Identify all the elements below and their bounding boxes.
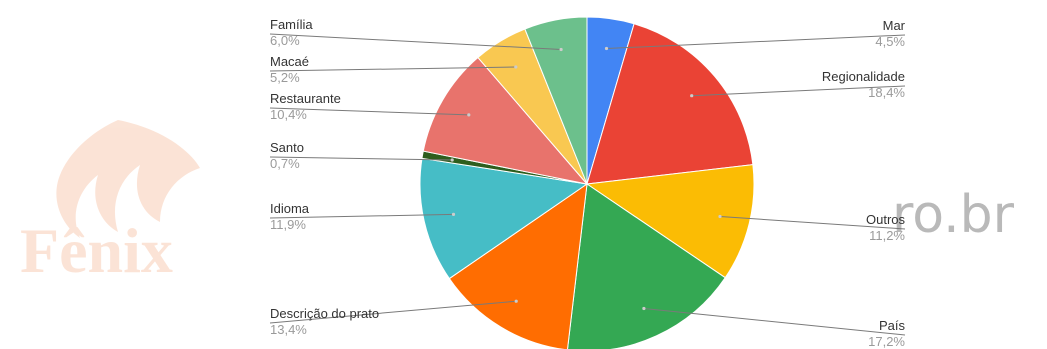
leader-anchor-familia xyxy=(559,47,563,52)
slice-value-idioma: 11,9% xyxy=(270,217,306,232)
leader-line-macae xyxy=(269,66,516,72)
slice-label-macae: Macaé xyxy=(270,54,309,69)
slice-value-outros: 11,2% xyxy=(869,228,905,243)
slice-value-mar: 4,5% xyxy=(875,34,905,49)
watermark-logo: Fênix xyxy=(20,120,200,286)
leader-anchor-macae xyxy=(514,65,518,69)
slice-label-restaurante: Restaurante xyxy=(270,91,341,106)
leader-line-idioma xyxy=(269,213,454,219)
watermark-url-text: ro.br xyxy=(892,185,1015,245)
slice-value-restaurante: 10,4% xyxy=(270,107,307,122)
leader-anchor-pais xyxy=(642,306,646,311)
slice-label-outros: Outros xyxy=(866,212,906,227)
pie-slice-outros xyxy=(585,164,755,279)
leader-anchor-santo xyxy=(450,158,454,162)
slice-value-regionalidade: 18,4% xyxy=(868,85,905,100)
slice-label-pais: País xyxy=(879,318,906,333)
pie-slice-pais xyxy=(567,183,726,349)
slice-value-santo: 0,7% xyxy=(270,156,300,171)
pie-slice-regionalidade xyxy=(586,23,754,185)
leader-line-restaurante xyxy=(269,107,469,116)
slice-label-familia: Família xyxy=(270,17,313,32)
leader-line-descricao-do-prato xyxy=(269,300,517,324)
leader-line-santo xyxy=(269,156,453,161)
slice-value-pais: 17,2% xyxy=(868,334,905,349)
leader-anchor-idioma xyxy=(451,212,456,216)
slice-value-descricao-do-prato: 13,4% xyxy=(270,322,307,337)
pie-slice-familia xyxy=(524,16,588,185)
pie-slice-descricao-do-prato xyxy=(448,182,588,349)
slice-value-familia: 6,0% xyxy=(270,33,300,48)
slice-label-idioma: Idioma xyxy=(270,201,310,216)
watermark-logo-text: Fênix xyxy=(20,215,173,286)
leader-anchor-outros xyxy=(718,214,722,219)
leader-lines xyxy=(269,33,906,336)
leader-line-regionalidade xyxy=(691,85,906,97)
leader-line-outros xyxy=(719,216,906,230)
slice-label-mar: Mar xyxy=(883,18,906,33)
slice-label-regionalidade: Regionalidade xyxy=(822,69,905,84)
leader-line-mar xyxy=(606,34,906,49)
pie-slice-restaurante xyxy=(422,56,589,185)
leader-line-familia xyxy=(269,33,562,50)
pie-slice-idioma xyxy=(419,157,589,280)
leader-anchor-descricao-do-prato xyxy=(514,299,518,303)
pie-slices xyxy=(419,16,755,349)
leader-anchor-regionalidade xyxy=(690,94,694,98)
slice-label-santo: Santo xyxy=(270,140,304,155)
phoenix-logo-icon xyxy=(56,120,200,238)
slice-label-descricao-do-prato: Descrição do prato xyxy=(270,306,379,321)
leader-anchor-restaurante xyxy=(467,113,471,117)
leader-anchor-mar xyxy=(604,46,609,51)
slice-value-macae: 5,2% xyxy=(270,70,300,85)
leader-line-pais xyxy=(643,308,906,336)
